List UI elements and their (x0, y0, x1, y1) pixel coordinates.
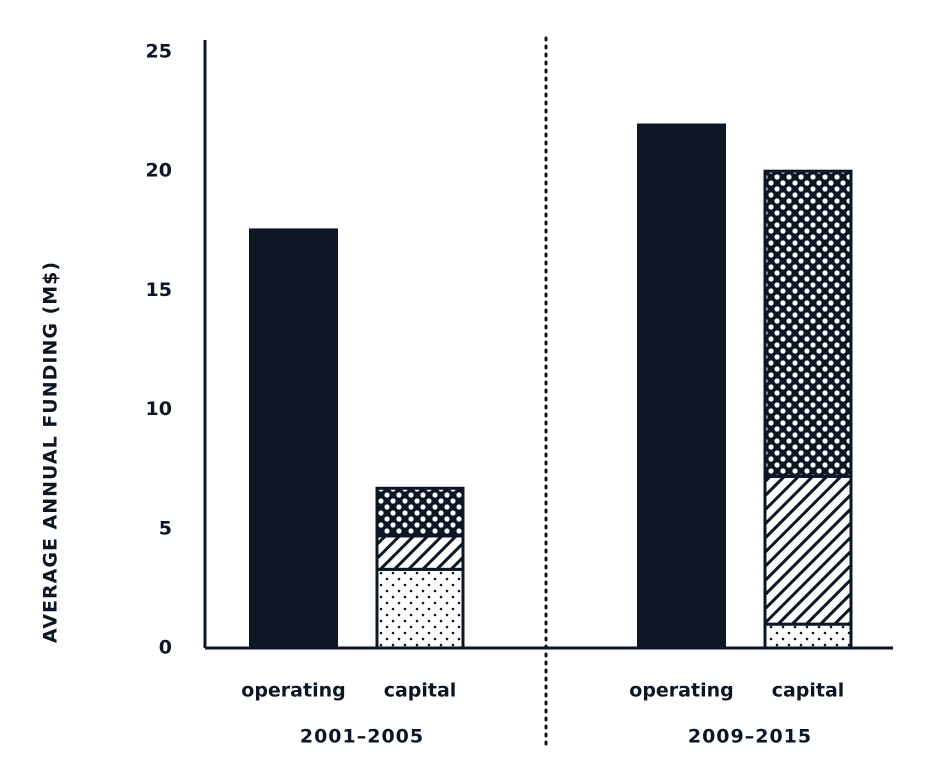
group-label: 2009–2015 (688, 726, 812, 748)
y-tick-label: 10 (146, 398, 172, 420)
category-labels: operating capital operating capital (241, 680, 844, 702)
bar-capital-segment-dense-dots (375, 486, 465, 538)
bar-capital-segment-diagonal-hatch (375, 534, 465, 571)
bar-operating-segment-solid (637, 123, 726, 648)
category-label-operating: operating (241, 680, 345, 702)
bar-capital-segment-sparse-dots (763, 622, 853, 650)
category-label-operating: operating (629, 680, 733, 702)
group-labels: 2001–2005 2009–2015 (300, 726, 812, 748)
category-label-capital: capital (772, 680, 845, 702)
y-tick-labels: 0 5 10 15 20 25 (146, 41, 172, 659)
bar-operating-segment-solid (249, 228, 338, 648)
y-axis-title: AVERAGE ANNUAL FUNDING (M$) (40, 261, 62, 643)
y-tick-label: 15 (146, 279, 172, 301)
bars-layer (249, 123, 853, 650)
bar-capital-segment-dense-dots (763, 169, 853, 478)
y-tick-label: 25 (146, 41, 172, 63)
y-tick-label: 5 (159, 517, 172, 539)
y-tick-label: 20 (146, 160, 172, 182)
group-label: 2001–2005 (300, 726, 424, 748)
bar-capital-segment-sparse-dots (375, 567, 465, 650)
bar-capital-segment-diagonal-hatch (763, 474, 853, 626)
y-tick-label: 0 (159, 637, 172, 659)
category-label-capital: capital (384, 680, 457, 702)
